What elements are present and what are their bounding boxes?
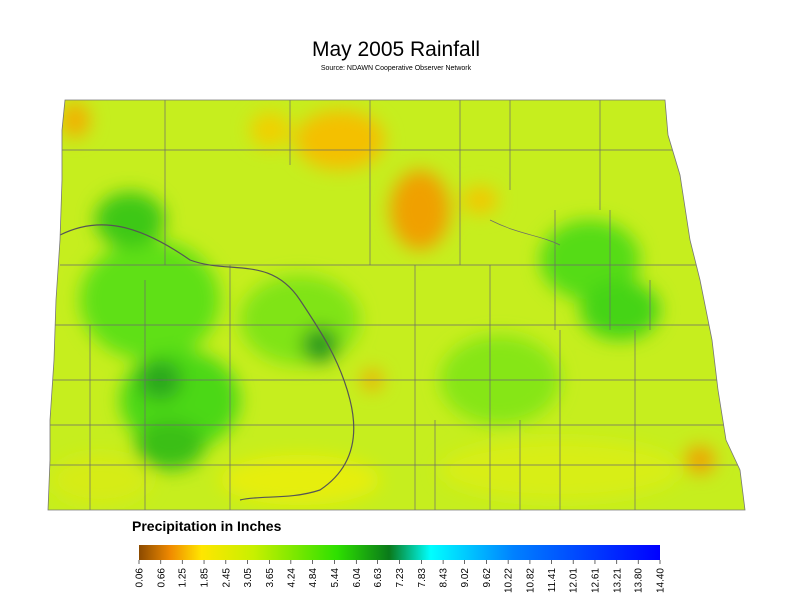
rainfall-map [48,100,745,510]
legend-tick-label: 1.85 [200,568,211,588]
legend-tick-label: 6.63 [373,568,384,588]
legend-tick-label: 1.25 [178,568,189,588]
color-bar [139,545,660,560]
legend-tick-label: 8.43 [439,568,450,588]
legend-tick-label: 0.66 [156,568,167,588]
legend-tick-label: 4.84 [308,568,319,588]
legend-tick-label: 10.22 [504,568,515,593]
legend-tick-label: 12.61 [590,568,601,593]
legend-tick-label: 7.83 [417,568,428,588]
legend-tick-label: 9.02 [460,568,471,588]
legend-tick-label: 7.23 [395,568,406,588]
legend-tick-label: 11.41 [547,568,558,593]
legend-tick-label: 6.04 [352,568,363,588]
legend-tick-label: 4.24 [286,568,297,588]
legend-tick-label: 2.45 [221,568,232,588]
county-lines [48,100,740,510]
legend-tick-label: 10.82 [525,568,536,593]
legend-title: Precipitation in Inches [132,518,282,534]
title: May 2005 Rainfall [312,38,480,61]
legend-tick-label: 14.40 [656,568,667,593]
legend-tick-label: 3.05 [243,568,254,588]
legend-ticks: 0.06 0.66 1.25 1.85 2.45 3.05 3.65 4.24 4.84 5.44… [135,560,667,593]
legend-tick-label: 3.65 [265,568,276,588]
legend-tick-label: 13.21 [612,568,623,593]
legend-tick-label: 12.01 [569,568,580,593]
legend-tick-label: 9.62 [482,568,493,588]
legend-tick-label: 0.06 [135,568,146,588]
source: Source: NDAWN Cooperative Observer Netwo… [321,65,472,72]
legend-tick-label: 13.80 [634,568,645,593]
legend-tick-label: 5.44 [330,568,341,588]
